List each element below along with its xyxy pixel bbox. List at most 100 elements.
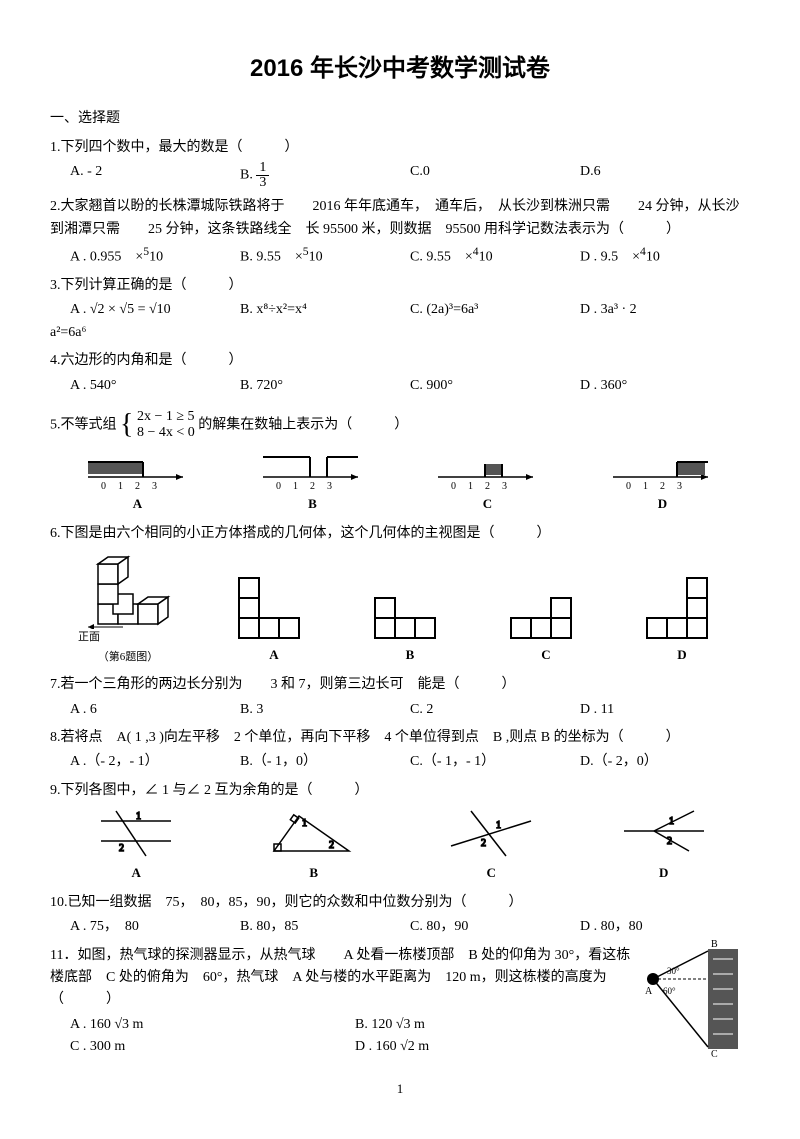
q1-opt-c: C.0 <box>410 161 580 190</box>
q9-fig-c: 12 C <box>446 806 536 884</box>
svg-text:0: 0 <box>451 481 456 492</box>
q11-pt-b: B <box>711 939 718 950</box>
q9-label-a: A <box>91 863 181 884</box>
q10-opt-a: A . 75， 80 <box>70 916 240 938</box>
svg-text:2: 2 <box>485 481 490 492</box>
q5-fig-d: 0 1 2 3 D <box>608 452 718 515</box>
q2c-pre: C. 9.55 × <box>410 250 473 265</box>
section-heading: 一、选择题 <box>50 108 750 130</box>
q10-text: 10.已知一组数据 75， 80，85，90，则它的众数和中位数分别为（ ） <box>50 892 750 914</box>
q11-pt-a: A <box>645 986 653 997</box>
q10-opt-b: B. 80，85 <box>240 916 410 938</box>
q1-text: 1.下列四个数中，最大的数是（ ） <box>50 137 750 159</box>
q4-opt-a: A . 540° <box>70 375 240 397</box>
q2-text: 2.大家翘首以盼的长株潭城际铁路将于 2016 年年底通车， 通车后， 从长沙到… <box>50 196 750 241</box>
svg-text:1: 1 <box>118 481 123 492</box>
q6-text: 6.下图是由六个相同的小正方体搭成的几何体，这个几何体的主视图是（ ） <box>50 523 750 545</box>
svg-text:0: 0 <box>101 481 106 492</box>
q3-text: 3.下列计算正确的是（ ） <box>50 275 750 297</box>
q6-label-a: A <box>234 645 314 666</box>
svg-text:2: 2 <box>135 481 140 492</box>
q7-opt-c: C. 2 <box>410 699 580 721</box>
q6-figures: 正面 （第6题图） A B C D <box>50 549 750 666</box>
q8-opt-a: A .（- 2，- 1） <box>70 751 240 773</box>
brace-icon: { <box>120 409 133 440</box>
page-title: 2016 年长沙中考数学测试卷 <box>50 50 750 88</box>
q4-text: 4.六边形的内角和是（ ） <box>50 350 750 372</box>
q5-label-c: C <box>433 494 543 515</box>
q5-tail: 的解集在数轴上表示为（ ） <box>198 418 408 433</box>
frac-num: 1 <box>256 161 269 176</box>
svg-text:2: 2 <box>667 836 672 847</box>
svg-text:3: 3 <box>502 481 507 492</box>
q5-label-b: B <box>258 494 368 515</box>
q2-opt-d: D . 9.5 ×410 <box>580 243 750 269</box>
q5-line: 5.不等式组 { 2x − 1 ≥ 5 8 − 4x < 0 的解集在数轴上表示… <box>50 403 750 448</box>
q5-fig-c: 0123 C <box>433 452 543 515</box>
q7-opt-b: B. 3 <box>240 699 410 721</box>
q9-text: 9.下列各图中，∠ 1 与∠ 2 互为余角的是（ ） <box>50 780 750 802</box>
svg-text:1: 1 <box>643 481 648 492</box>
q9-label-d: D <box>619 863 709 884</box>
q8-opt-c: C.（- 1，- 1） <box>410 751 580 773</box>
svg-text:2: 2 <box>310 481 315 492</box>
q9-label-b: B <box>264 863 364 884</box>
q9-label-c: C <box>446 863 536 884</box>
q2d-pre: D . 9.5 × <box>580 250 640 265</box>
q5-lead: 5.不等式组 <box>50 418 117 433</box>
q2d-tail: 10 <box>646 250 660 265</box>
q5-ineq1: 2x − 1 ≥ 5 <box>137 409 195 426</box>
q10-opt-c: C. 80，90 <box>410 916 580 938</box>
q11-opt-a: A . 160 √3 m <box>70 1014 355 1036</box>
q5-fig-b: 0123 B <box>258 452 368 515</box>
frac-den: 3 <box>256 176 269 190</box>
q3-opt-b: B. x⁸÷x²=x⁴ <box>240 299 410 321</box>
q8-text: 8.若将点 A( 1 ,3 )向左平移 2 个单位，再向下平移 4 个单位得到点… <box>50 727 750 749</box>
q6-label-b: B <box>370 645 450 666</box>
q11-angle2: 60° <box>663 986 676 996</box>
q9-figures: 12 A 12 B 12 C 12 D <box>50 806 750 884</box>
q6-fig-a: A <box>234 573 314 666</box>
q11-opt-b: B. 120 √3 m <box>355 1014 640 1036</box>
q6-fig-iso: 正面 （第6题图） <box>78 549 178 666</box>
q11-opt-c: C . 300 m <box>70 1036 355 1058</box>
q2a-tail: 10 <box>149 250 163 265</box>
q5-label-d: D <box>608 494 718 515</box>
q4-opt-b: B. 720° <box>240 375 410 397</box>
q6-fig-c: C <box>506 573 586 666</box>
q7-text: 7.若一个三角形的两边长分别为 3 和 7，则第三边长可 能是（ ） <box>50 674 750 696</box>
q1-opt-b: B. 13 <box>240 161 410 190</box>
q1-opt-d: D.6 <box>580 161 750 190</box>
q5-ineq2: 8 − 4x < 0 <box>137 425 195 442</box>
q3-opt-d: D . 3a³ · 2 <box>580 299 750 321</box>
svg-text:1: 1 <box>302 818 307 829</box>
q8-opt-d: D.（- 2，0） <box>580 751 750 773</box>
q7-opt-a: A . 6 <box>70 699 240 721</box>
q1-opt-a: A. - 2 <box>70 161 240 190</box>
q6-label-d: D <box>642 645 722 666</box>
svg-text:2: 2 <box>119 843 124 854</box>
q2a-pre: A . 0.955 × <box>70 250 143 265</box>
svg-text:0: 0 <box>626 481 631 492</box>
svg-text:3: 3 <box>677 481 682 492</box>
q11-opt-d: D . 160 √2 m <box>355 1036 640 1058</box>
q2c-tail: 10 <box>479 250 493 265</box>
q2-opt-b: B. 9.55 ×510 <box>240 243 410 269</box>
q6-front-label: 正面 <box>78 631 100 643</box>
q11-figure: A B C 30° 60° <box>640 939 750 1059</box>
q4-opt-c: C. 900° <box>410 375 580 397</box>
q4-opt-d: D . 360° <box>580 375 750 397</box>
q7-opt-d: D . 11 <box>580 699 750 721</box>
page-number: 1 <box>50 1079 750 1100</box>
q2-opt-c: C. 9.55 ×410 <box>410 243 580 269</box>
svg-text:2: 2 <box>660 481 665 492</box>
svg-text:1: 1 <box>136 811 141 822</box>
q2b-tail: 10 <box>309 250 323 265</box>
q1-b-prefix: B. <box>240 168 253 183</box>
q11-text: 11．如图，热气球的探测器显示，从热气球 A 处看一栋楼顶部 B 处的仰角为 3… <box>50 945 640 1012</box>
q3-opt-c: C. (2a)³=6a³ <box>410 299 580 321</box>
q11-pt-c: C <box>711 1049 718 1059</box>
q5-label-a: A <box>83 494 193 515</box>
q10-opt-d: D . 80，80 <box>580 916 750 938</box>
q6-fig-b: B <box>370 573 450 666</box>
